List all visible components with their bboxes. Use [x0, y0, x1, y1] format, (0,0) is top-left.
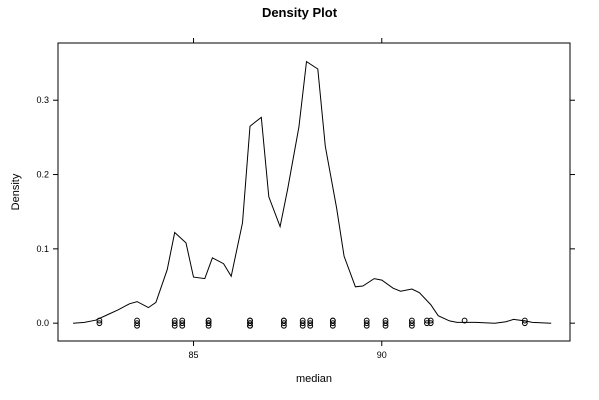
- rug-point: [382, 320, 389, 327]
- rug-point: [363, 320, 370, 327]
- rug-point: [424, 320, 430, 327]
- rug-point: [247, 322, 253, 329]
- rug-point: [96, 320, 103, 327]
- rug-point: [307, 320, 314, 327]
- rug-point: [329, 317, 336, 324]
- rug-point: [171, 322, 178, 329]
- rug-point: [299, 322, 306, 329]
- rug-point: [427, 317, 434, 324]
- rug-point: [179, 320, 186, 327]
- rug-point: [205, 320, 212, 327]
- axes-layer: 85 90 0.0 0.1 0.2 0.3: [36, 38, 575, 360]
- rug-point: [280, 320, 287, 327]
- rug-layer: [96, 317, 528, 329]
- rug-point: [299, 320, 306, 327]
- density-line: [73, 60, 552, 324]
- y-axis-label: Density: [10, 173, 22, 210]
- x-axis-label: median: [296, 373, 332, 385]
- y-tick-label: 0.0: [36, 318, 49, 328]
- x-tick-label: 90: [377, 350, 387, 360]
- rug-point: [179, 322, 186, 329]
- y-tick-label: 0.3: [36, 95, 49, 105]
- rug-point: [461, 317, 468, 324]
- rug-point: [307, 322, 314, 329]
- rug-point: [134, 322, 140, 329]
- rug-point: [408, 320, 415, 327]
- chart-title: Density Plot: [262, 5, 338, 20]
- rug-point: [408, 322, 415, 329]
- rug-point: [171, 320, 178, 327]
- rug-point: [363, 322, 370, 329]
- plot-frame: [57, 42, 571, 342]
- rug-point: [329, 320, 336, 327]
- rug-point: [247, 320, 253, 327]
- rug-point: [427, 320, 434, 327]
- y-tick-label: 0.2: [36, 170, 49, 180]
- rug-point: [280, 317, 287, 324]
- rug-point: [382, 322, 389, 329]
- x-tick-label: 85: [189, 350, 199, 360]
- y-tick-label: 0.1: [36, 244, 49, 254]
- rug-point: [134, 320, 140, 327]
- rug-point: [424, 317, 430, 324]
- rug-point: [205, 317, 212, 324]
